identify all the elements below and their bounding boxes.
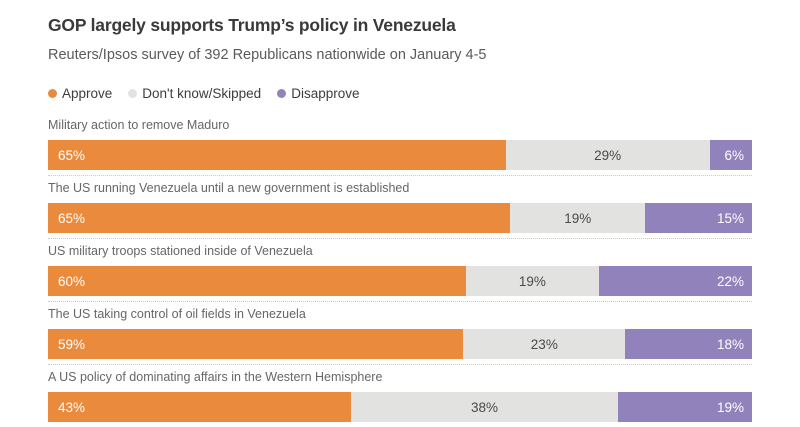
bar-segment-label: 18%: [716, 336, 744, 352]
bar-segment-disapprove: 18%: [625, 329, 752, 359]
bar-row: Military action to remove Maduro 65% 29% 6…: [48, 118, 752, 176]
bar-track: 65% 29% 6%: [48, 140, 752, 170]
bar-segment-label: 59%: [58, 336, 86, 352]
stacked-bar-chart: Military action to remove Maduro 65% 29% 6…: [48, 118, 752, 427]
bar-row: A US policy of dominating affairs in the…: [48, 370, 752, 427]
bar-row-inner: A US policy of dominating affairs in the…: [48, 370, 752, 427]
bar-segment-don-t-know-skipped: 29%: [505, 140, 710, 170]
bar-segment-don-t-know-skipped: 19%: [466, 266, 599, 296]
category-label: US military troops stationed inside of V…: [48, 244, 313, 258]
category-label: Military action to remove Maduro: [48, 118, 230, 132]
bar-segment-don-t-know-skipped: 23%: [463, 329, 626, 359]
legend-label-dont-know: Don't know/Skipped: [142, 86, 262, 101]
bar-segment-disapprove: 6%: [709, 140, 752, 170]
bar-row-inner: The US taking control of oil fields in V…: [48, 307, 752, 365]
legend-label-disapprove: Disapprove: [291, 86, 360, 101]
approve-legend-dot-icon: [48, 89, 57, 98]
bar-track: 43% 38% 19%: [48, 392, 752, 422]
chart-subtitle: Reuters/Ipsos survey of 392 Republicans …: [48, 47, 487, 63]
bar-segment-disapprove: 15%: [645, 203, 752, 233]
legend-item-disapprove: Disapprove: [277, 86, 360, 101]
bar-track: 65% 19% 15%: [48, 203, 752, 233]
disapprove-legend-dot-icon: [277, 89, 287, 98]
category-label: A US policy of dominating affairs in the…: [48, 370, 383, 384]
bar-segment-label: 65%: [58, 210, 86, 226]
bar-segment-approve: 65%: [48, 203, 511, 233]
bar-row-inner: Military action to remove Maduro 65% 29% 6…: [48, 118, 752, 176]
bar-segment-label: 19%: [518, 273, 546, 289]
bar-segment-label: 22%: [716, 273, 744, 289]
bar-segment-label: 29%: [594, 147, 622, 163]
bar-row: The US taking control of oil fields in V…: [48, 307, 752, 365]
bar-row: US military troops stationed inside of V…: [48, 244, 752, 302]
bar-segment-approve: 43%: [48, 392, 351, 422]
bar-segment-don-t-know-skipped: 19%: [510, 203, 646, 233]
chart-title: GOP largely supports Trump’s policy in V…: [48, 15, 456, 35]
bar-segment-label: 15%: [716, 210, 744, 226]
bar-segment-label: 43%: [58, 399, 86, 415]
legend-label-approve: Approve: [62, 86, 113, 101]
bar-track: 59% 23% 18%: [48, 329, 752, 359]
bar-segment-label: 6%: [724, 147, 744, 163]
bar-row-inner: The US running Venezuela until a new gov…: [48, 181, 752, 239]
dont-know-legend-dot-icon: [128, 89, 138, 98]
bar-track: 60% 19% 22%: [48, 266, 752, 296]
bar-segment-label: 60%: [58, 273, 86, 289]
bar-segment-don-t-know-skipped: 38%: [350, 392, 619, 422]
bar-row-inner: US military troops stationed inside of V…: [48, 244, 752, 302]
category-label: The US running Venezuela until a new gov…: [48, 181, 410, 195]
bar-segment-disapprove: 22%: [598, 266, 752, 296]
legend-item-dont-know: Don't know/Skipped: [128, 86, 261, 101]
bar-segment-label: 65%: [58, 147, 86, 163]
bar-segment-approve: 65%: [48, 140, 506, 170]
legend: Approve Don't know/Skipped Disapprove: [48, 86, 752, 101]
bar-segment-label: 23%: [530, 336, 558, 352]
bar-segment-label: 19%: [564, 210, 592, 226]
bar-row: The US running Venezuela until a new gov…: [48, 181, 752, 239]
bar-segment-label: 38%: [470, 399, 498, 415]
bar-segment-approve: 60%: [48, 266, 467, 296]
category-label: The US taking control of oil fields in V…: [48, 307, 306, 321]
bar-segment-disapprove: 19%: [618, 392, 752, 422]
legend-item-approve: Approve: [48, 86, 112, 101]
bar-segment-label: 19%: [716, 399, 744, 415]
bar-segment-approve: 59%: [48, 329, 464, 359]
